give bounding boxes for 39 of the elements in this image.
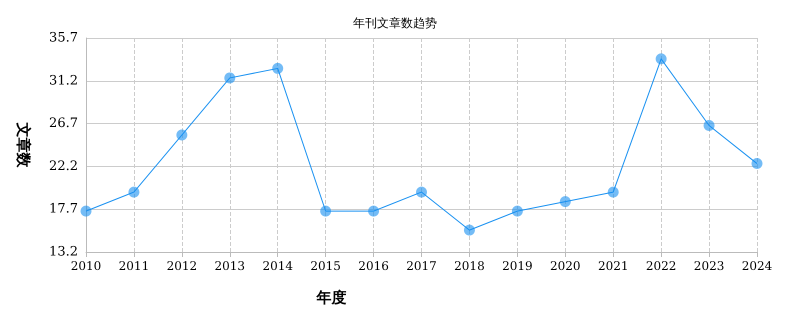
- x-tick-label: 2012: [166, 259, 198, 273]
- point: [224, 72, 236, 84]
- point: [272, 62, 284, 74]
- chart-title: 年刊文章数趋势: [353, 16, 437, 30]
- y-tick-label: 13.2: [49, 244, 78, 260]
- y-tick-label: 31.2: [49, 73, 78, 88]
- x-tick-label: 2011: [118, 259, 150, 273]
- point: [416, 186, 427, 198]
- point: [464, 224, 475, 236]
- point: [176, 130, 188, 141]
- x-tick-label: 2015: [310, 259, 341, 273]
- point: [512, 206, 523, 217]
- point: [128, 186, 140, 198]
- point: [752, 158, 762, 170]
- x-tick-label: 2022: [646, 259, 676, 273]
- y-tick-label: 22.2: [49, 158, 78, 174]
- y-axis-title: 文章数: [14, 122, 32, 168]
- y-tick-label: 35.7: [49, 30, 78, 46]
- point: [656, 53, 667, 64]
- y-tick-label: 26.7: [49, 116, 78, 132]
- x-tick-label: 2018: [454, 259, 485, 273]
- point: [320, 206, 332, 217]
- x-tick-label: 2010: [70, 259, 102, 273]
- point: [560, 196, 571, 208]
- x-tick-label: 2013: [214, 259, 246, 273]
- x-tick-label: 2014: [262, 259, 294, 273]
- x-tick-label: 2019: [502, 259, 533, 273]
- x-tick-label: 2024: [742, 259, 773, 273]
- x-tick-label: 2017: [406, 259, 437, 273]
- point: [80, 206, 92, 217]
- x-tick-label: 2020: [550, 259, 581, 273]
- point: [704, 120, 715, 131]
- x-tick-label: 2021: [598, 259, 628, 273]
- y-tick-label: 17.7: [49, 202, 78, 217]
- x-axis-title: 年度: [316, 288, 346, 306]
- point: [368, 206, 380, 217]
- x-tick-label: 2016: [358, 259, 389, 273]
- x-tick-label: 2023: [694, 259, 724, 273]
- point: [608, 186, 619, 198]
